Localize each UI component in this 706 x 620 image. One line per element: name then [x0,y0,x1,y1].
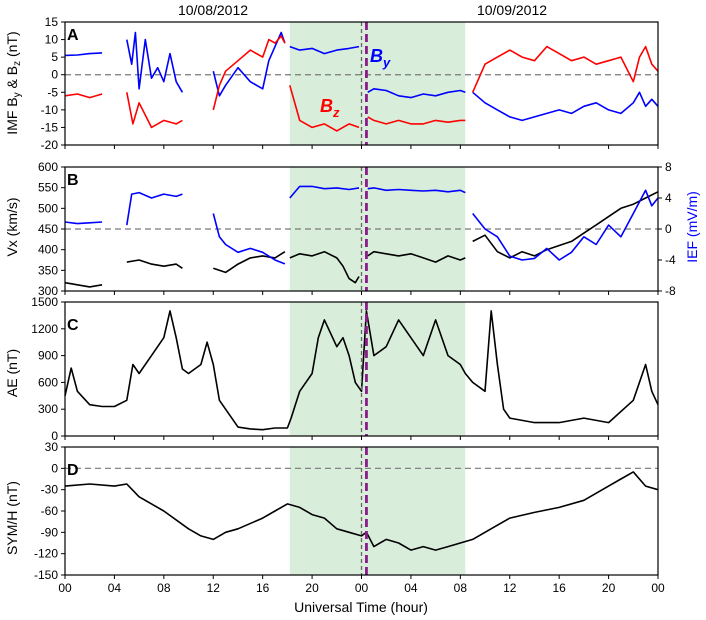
ylabel-a: IMF By & Bz (nT) [4,31,23,134]
shaded-interval [289,447,466,575]
date-label-2: 10/09/2012 [477,2,547,18]
ytick-label: 1200 [31,322,58,336]
ytick-right-label: 4 [665,191,672,205]
series-1-segment-4 [367,116,466,125]
shaded-interval [289,22,466,145]
series-0-segment-5 [472,91,659,122]
series-0-segment-0 [64,52,103,57]
ytick-label: -150 [34,568,58,582]
panel-label-a: A [67,27,79,44]
ytick-label: 1500 [31,295,58,309]
series-1-segment-1 [126,191,183,226]
ylabel-b: Vx (km/s) [4,197,20,256]
ytick-label: 0 [51,68,58,82]
xtick-label: 04 [108,581,122,595]
series-0-segment-4 [367,88,466,99]
ytick-right-label: 8 [665,160,672,174]
series-0-segment-4 [367,250,466,263]
xtick-label: 12 [503,581,517,595]
series-0-segment-0 [64,310,659,431]
ytick-label: 10 [45,33,59,47]
ytick-label: -20 [41,138,59,152]
xtick-label: 00 [58,581,72,595]
ytick-label: 15 [45,15,59,29]
panel-label-c: C [67,317,79,334]
series-1-segment-2 [212,35,286,111]
series-1-segment-5 [472,189,659,261]
xlabel: Universal Time (hour) [294,599,428,615]
ylabel-b-right: IEF (mV/m) [684,191,700,263]
series-1-segment-3 [289,85,360,132]
ytick-label: 600 [38,160,58,174]
series-0-segment-1 [126,31,184,93]
series-0-segment-3 [289,45,360,55]
date-label-1: 10/08/2012 [178,2,248,18]
ytick-label: 400 [38,243,58,257]
xtick-label: 08 [454,581,468,595]
ytick-label: 300 [38,402,58,416]
ytick-right-label: -4 [665,253,676,267]
series-0-segment-0 [64,281,103,288]
ytick-label: -10 [41,103,59,117]
ytick-label: 500 [38,201,58,215]
series-1-segment-3 [289,185,360,199]
series-0-segment-2 [213,251,286,274]
xtick-label: 12 [207,581,221,595]
ytick-label: 30 [45,440,59,454]
xtick-label: 20 [305,581,319,595]
xtick-label: 20 [602,581,616,595]
xtick-label: 08 [157,581,171,595]
panel-c: 1500 1200 900 600 300 0 [31,295,659,443]
series-0-segment-1 [126,259,183,269]
ytick-label: 450 [38,222,58,236]
series-1-segment-0 [64,93,103,99]
panel-b: 600 550 500 450 400 350 300 8 4 0 -4 -8 [38,160,676,298]
ytick-label: 300 [38,284,58,298]
series-1-segment-2 [212,213,286,265]
ytick-label: -5 [47,85,58,99]
series-1-segment-5 [471,45,659,93]
ytick-label: 900 [38,349,58,363]
series-1-segment-0 [64,221,103,225]
series-1-segment-4 [367,187,466,194]
ytick-label: -90 [41,525,59,539]
series-1-segment-1 [126,92,183,129]
ytick-label: -15 [41,120,59,134]
xtick-label: 00 [355,581,369,595]
panel-label-d: D [67,462,79,479]
ytick-label: -120 [34,547,58,561]
xtick-label: 04 [404,581,418,595]
panel-a: 15 10 5 0 -5 -10 -15 -20 [41,15,659,152]
ytick-label: 0 [51,429,58,443]
ytick-label: 350 [38,263,58,277]
xtick-label: 16 [552,581,566,595]
shaded-interval [289,302,466,436]
panel-label-b: B [67,172,79,189]
xtick-label: 16 [256,581,270,595]
ytick-right-label: 0 [665,222,672,236]
series-label-bz: Bz [320,96,340,120]
ytick-label: 600 [38,375,58,389]
series-0-segment-5 [472,191,659,259]
ytick-label: 550 [38,181,58,195]
ytick-label: 5 [51,50,58,64]
ylabel-c: AE (nT) [4,349,20,397]
ytick-label: 0 [51,461,58,475]
ytick-right-label: -8 [665,284,676,298]
ytick-label: -30 [41,483,59,497]
series-label-by: By [370,46,391,70]
xtick-label: 00 [651,581,665,595]
ytick-label: -60 [41,504,59,518]
series-0-segment-3 [289,250,360,284]
ylabel-d: SYM/H (nT) [4,481,20,555]
